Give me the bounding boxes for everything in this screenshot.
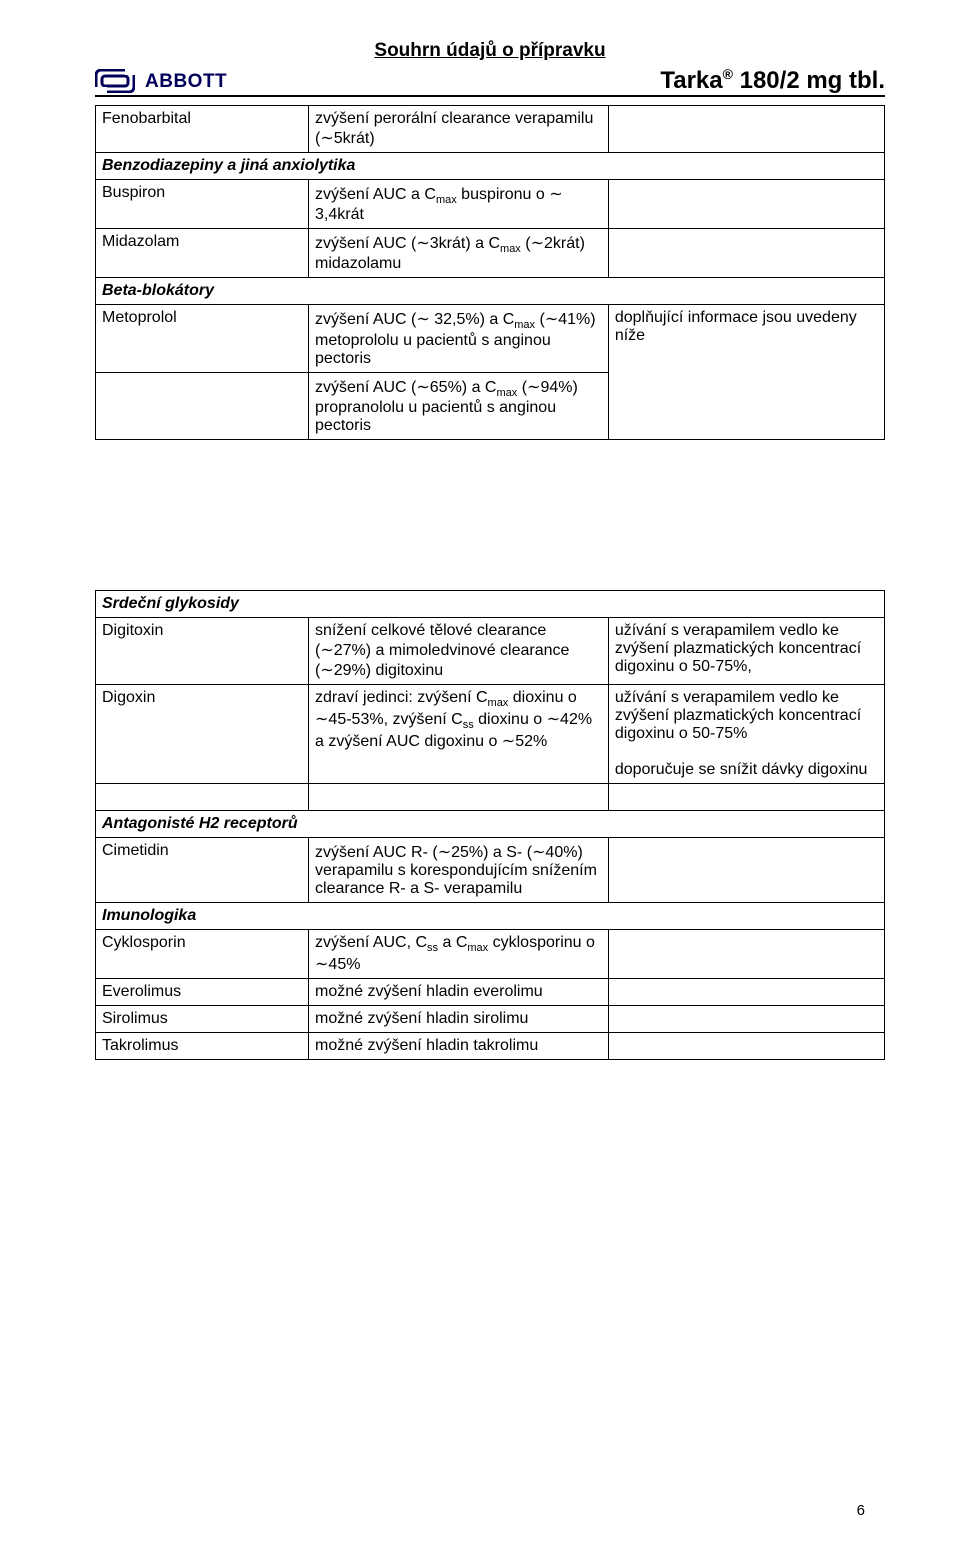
table-gap — [95, 440, 885, 590]
note-cell — [608, 229, 884, 278]
drug-name-cell: Fenobarbital — [96, 106, 309, 153]
effect-cell: zvýšení AUC R- (∼25%) a S- (∼40%) verapa… — [309, 837, 609, 902]
table-row: Srdeční glykosidy — [96, 590, 885, 617]
table-row: Midazolamzvýšení AUC (∼3krát) a Cmax (∼2… — [96, 229, 885, 278]
table-row: Antagonisté H2 receptorů — [96, 810, 885, 837]
effect-cell: zdraví jedinci: zvýšení Cmax dioxinu o ∼… — [309, 684, 609, 783]
note-cell — [608, 1032, 884, 1059]
page: Souhrn údajů o přípravku ABBOTT Tarka® 1… — [0, 0, 960, 1549]
effect-cell: snížení celkové tělové clearance (∼27%) … — [309, 617, 609, 684]
page-number: 6 — [857, 1502, 865, 1519]
effect-cell: zvýšení perorální clearance verapamilu (… — [309, 106, 609, 153]
table-row: Cyklosporinzvýšení AUC, Css a Cmax cyklo… — [96, 929, 885, 978]
table-row: Metoprololzvýšení AUC (∼ 32,5%) a Cmax (… — [96, 305, 885, 372]
blank-cell — [309, 783, 609, 810]
effect-cell: možné zvýšení hladin everolimu — [309, 978, 609, 1005]
effect-cell: možné zvýšení hladin sirolimu — [309, 1005, 609, 1032]
drug-name-cell: Metoprolol — [96, 305, 309, 372]
table-row — [96, 783, 885, 810]
section-header: Imunologika — [96, 902, 885, 929]
table-row: Takrolimusmožné zvýšení hladin takrolimu — [96, 1032, 885, 1059]
drug-name-cell — [96, 372, 309, 439]
drug-name-cell: Digoxin — [96, 684, 309, 783]
section-header: Antagonisté H2 receptorů — [96, 810, 885, 837]
drug-name-cell: Buspiron — [96, 180, 309, 229]
note-cell — [608, 106, 884, 153]
drug-table-2: Srdeční glykosidyDigitoxinsnížení celkov… — [95, 590, 885, 1060]
table-row: Digitoxinsnížení celkové tělové clearanc… — [96, 617, 885, 684]
table2-body: Srdeční glykosidyDigitoxinsnížení celkov… — [96, 590, 885, 1059]
abbott-logo-icon — [95, 69, 135, 93]
effect-cell: zvýšení AUC a Cmax buspironu o ∼ 3,4krát — [309, 180, 609, 229]
note-cell: doplňující informace jsou uvedeny níže — [608, 305, 884, 439]
blank-cell — [608, 783, 884, 810]
effect-cell: zvýšení AUC, Css a Cmax cyklosporinu o ∼… — [309, 929, 609, 978]
drug-name-cell: Sirolimus — [96, 1005, 309, 1032]
table-row: Buspironzvýšení AUC a Cmax buspironu o ∼… — [96, 180, 885, 229]
table-row: Beta-blokátory — [96, 278, 885, 305]
section-header: Beta-blokátory — [96, 278, 885, 305]
header-row: ABBOTT Tarka® 180/2 mg tbl. — [95, 64, 885, 97]
section-header: Benzodiazepiny a jiná anxiolytika — [96, 153, 885, 180]
header-left: ABBOTT — [95, 69, 227, 93]
table-row: Sirolimusmožné zvýšení hladin sirolimu — [96, 1005, 885, 1032]
drug-name-cell: Midazolam — [96, 229, 309, 278]
note-cell — [608, 837, 884, 902]
brand-name: ABBOTT — [145, 71, 227, 93]
note-cell — [608, 180, 884, 229]
table-row: Fenobarbitalzvýšení perorální clearance … — [96, 106, 885, 153]
drug-name-cell: Cyklosporin — [96, 929, 309, 978]
drug-name-cell: Cimetidin — [96, 837, 309, 902]
table-row: Benzodiazepiny a jiná anxiolytika — [96, 153, 885, 180]
table1-body: Fenobarbitalzvýšení perorální clearance … — [96, 106, 885, 440]
table-row: Everolimusmožné zvýšení hladin everolimu — [96, 978, 885, 1005]
note-cell: užívání s verapamilem vedlo ke zvýšení p… — [608, 617, 884, 684]
note-cell — [608, 1005, 884, 1032]
effect-cell: možné zvýšení hladin takrolimu — [309, 1032, 609, 1059]
section-header: Srdeční glykosidy — [96, 590, 885, 617]
blank-cell — [96, 783, 309, 810]
header-top-title: Souhrn údajů o přípravku — [95, 40, 885, 62]
drug-name-cell: Everolimus — [96, 978, 309, 1005]
effect-cell: zvýšení AUC (∼65%) a Cmax (∼94%) propran… — [309, 372, 609, 439]
table-row: Digoxinzdraví jedinci: zvýšení Cmax diox… — [96, 684, 885, 783]
effect-cell: zvýšení AUC (∼ 32,5%) a Cmax (∼41%) meto… — [309, 305, 609, 372]
table-row: Cimetidinzvýšení AUC R- (∼25%) a S- (∼40… — [96, 837, 885, 902]
drug-name-cell: Digitoxin — [96, 617, 309, 684]
note-cell: užívání s verapamilem vedlo ke zvýšení p… — [608, 684, 884, 783]
drug-name-cell: Takrolimus — [96, 1032, 309, 1059]
drug-table-1: Fenobarbitalzvýšení perorální clearance … — [95, 105, 885, 440]
note-cell — [608, 978, 884, 1005]
note-cell — [608, 929, 884, 978]
effect-cell: zvýšení AUC (∼3krát) a Cmax (∼2krát) mid… — [309, 229, 609, 278]
table-row: Imunologika — [96, 902, 885, 929]
product-title: Tarka® 180/2 mg tbl. — [660, 66, 885, 95]
